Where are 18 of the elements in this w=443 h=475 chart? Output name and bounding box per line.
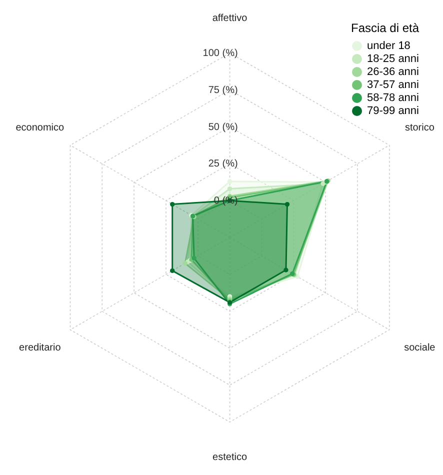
y-tick-label: 75 (%) <box>208 84 238 96</box>
spoke-label: economico <box>16 122 65 134</box>
y-tick-label: 25 (%) <box>208 158 238 170</box>
legend-label: 79-99 anni <box>367 105 419 117</box>
legend-label: under 18 <box>367 40 410 52</box>
y-tick-label: 100 (%) <box>202 48 238 59</box>
spoke-label: sociale <box>404 342 436 354</box>
y-tick-label: 0 (%) <box>214 196 238 207</box>
spoke-label: affettivo <box>212 12 248 24</box>
legend-label: 37-57 anni <box>367 79 419 91</box>
legend-label: 58-78 anni <box>367 92 419 104</box>
spoke-label: ereditario <box>19 342 62 354</box>
y-tick-label: 50 (%) <box>208 122 238 133</box>
spoke-label: estetico <box>212 452 248 464</box>
spoke-label: storico <box>404 122 435 134</box>
legend-title: Fascia di età <box>351 21 420 35</box>
legend-label: 26-36 anni <box>367 66 419 78</box>
legend-label: 18-25 anni <box>367 53 419 65</box>
